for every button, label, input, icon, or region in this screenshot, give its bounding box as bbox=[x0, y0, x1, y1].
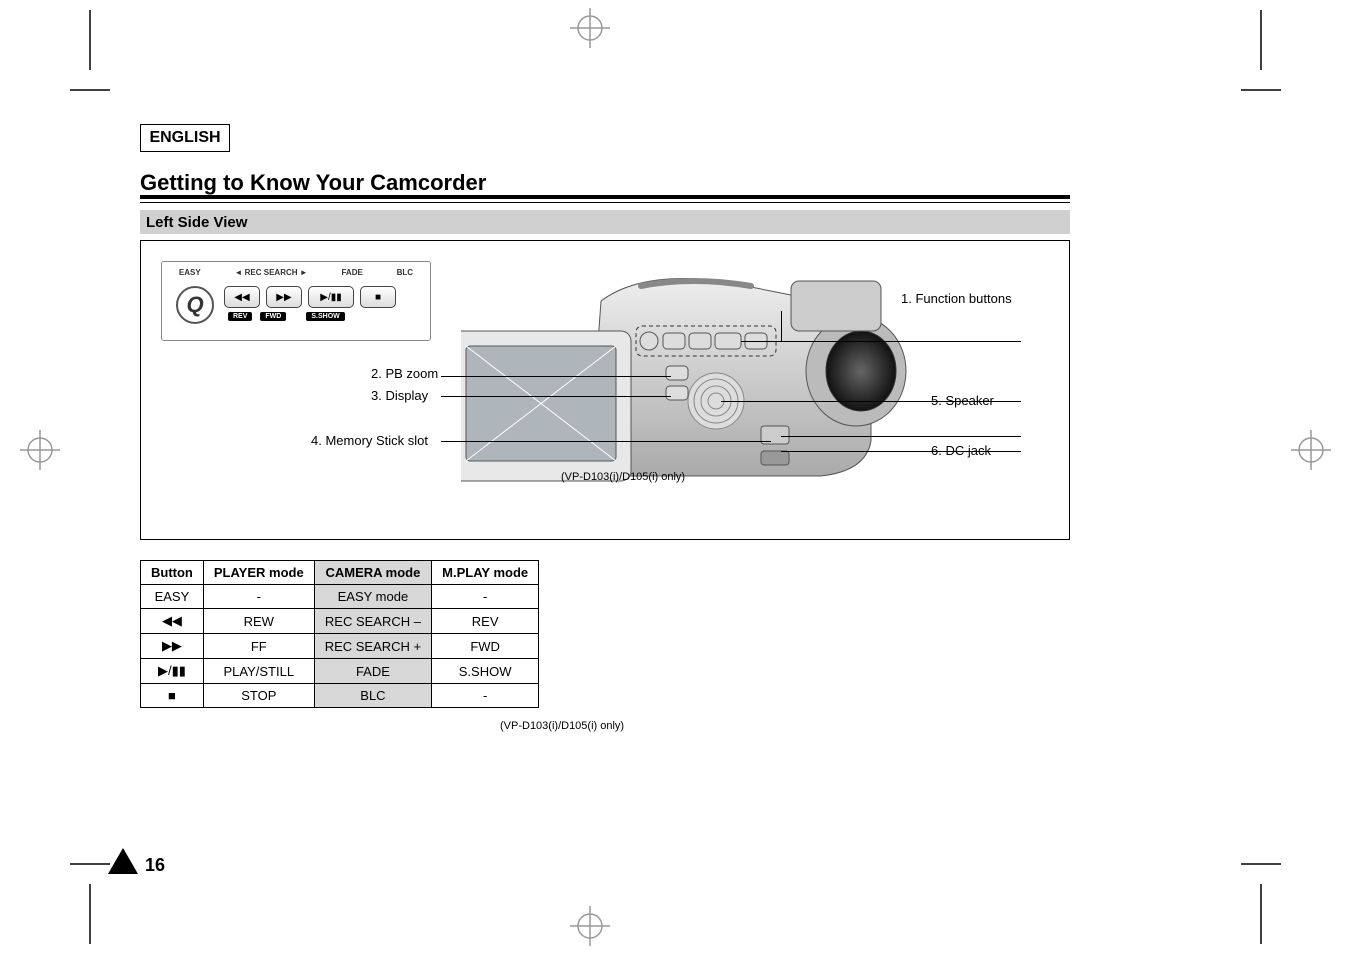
callout-4: 4. Memory Stick slot bbox=[311, 433, 428, 448]
cell: S.SHOW bbox=[432, 659, 539, 684]
label-easy: EASY bbox=[179, 268, 201, 277]
callout-line bbox=[741, 341, 1021, 342]
ff-button-icon: ▶▶ bbox=[266, 286, 302, 308]
stop-button-icon: ■ bbox=[360, 286, 396, 308]
cell-easy: EASY bbox=[141, 585, 204, 609]
registration-mark-top bbox=[570, 8, 610, 48]
callout-line bbox=[441, 396, 671, 397]
crop-mark-tl bbox=[70, 10, 110, 100]
button-panel-inset: EASY ◄ REC SEARCH ► FADE BLC Q ◀◀ ▶▶ ▶/▮… bbox=[161, 261, 431, 341]
section-title: Getting to Know Your Camcorder bbox=[140, 170, 486, 196]
th-mplay: M.PLAY mode bbox=[432, 561, 539, 585]
play-icon: ▶/▮▮ bbox=[141, 659, 204, 684]
cell: BLC bbox=[314, 684, 431, 708]
diagram-box: EASY ◄ REC SEARCH ► FADE BLC Q ◀◀ ▶▶ ▶/▮… bbox=[140, 240, 1070, 540]
cell: FF bbox=[203, 634, 314, 659]
cell: - bbox=[432, 585, 539, 609]
cell: REW bbox=[203, 609, 314, 634]
label-blc: BLC bbox=[397, 268, 413, 277]
callout-line bbox=[781, 311, 782, 341]
cell: FWD bbox=[432, 634, 539, 659]
callout-line bbox=[781, 436, 1021, 437]
label-rev: REV bbox=[228, 312, 252, 321]
callout-6: 6. DC jack bbox=[931, 443, 991, 458]
rule-thin bbox=[140, 202, 1070, 203]
label-recsearch: ◄ REC SEARCH ► bbox=[234, 268, 307, 277]
registration-mark-right bbox=[1291, 430, 1331, 470]
cell: - bbox=[203, 585, 314, 609]
crop-mark-br bbox=[1241, 854, 1281, 944]
language-badge: ENGLISH bbox=[140, 124, 230, 152]
th-camera: CAMERA mode bbox=[314, 561, 431, 585]
cell: REC SEARCH + bbox=[314, 634, 431, 659]
callout-line bbox=[441, 376, 671, 377]
crop-mark-bl bbox=[70, 854, 110, 944]
callout-3: 3. Display bbox=[371, 388, 428, 403]
stop-icon: ■ bbox=[141, 684, 204, 708]
th-button: Button bbox=[141, 561, 204, 585]
registration-mark-bottom bbox=[570, 906, 610, 946]
cell: - bbox=[432, 684, 539, 708]
label-fade: FADE bbox=[341, 268, 362, 277]
callout-1: 1. Function buttons bbox=[901, 291, 1012, 306]
subsection-bar: Left Side View bbox=[140, 210, 1070, 234]
page-number: 16 bbox=[145, 855, 165, 876]
page-triangle-icon bbox=[108, 848, 138, 874]
function-table: Button PLAYER mode CAMERA mode M.PLAY mo… bbox=[140, 560, 539, 708]
play-button-icon: ▶/▮▮ bbox=[308, 286, 354, 308]
callout-2: 2. PB zoom bbox=[371, 366, 438, 381]
rew-icon: ◀◀ bbox=[141, 609, 204, 634]
rule-thick bbox=[140, 195, 1070, 199]
callout-5: 5. Speaker bbox=[931, 393, 994, 408]
rew-button-icon: ◀◀ bbox=[224, 286, 260, 308]
cell: REC SEARCH – bbox=[314, 609, 431, 634]
callout-line bbox=[441, 441, 771, 442]
crop-mark-tr bbox=[1241, 10, 1281, 100]
table-footnote: (VP-D103(i)/D105(i) only) bbox=[500, 720, 624, 732]
label-sshow: S.SHOW bbox=[306, 312, 344, 321]
callout-7a: (VP-D103(i)/D105(i) only) bbox=[561, 471, 685, 483]
cell: REV bbox=[432, 609, 539, 634]
cell: EASY mode bbox=[314, 585, 431, 609]
ff-icon: ▶▶ bbox=[141, 634, 204, 659]
registration-mark-left bbox=[20, 430, 60, 470]
cell: STOP bbox=[203, 684, 314, 708]
label-fwd: FWD bbox=[260, 312, 286, 321]
th-player: PLAYER mode bbox=[203, 561, 314, 585]
easy-q-button: Q bbox=[176, 286, 214, 324]
cell: FADE bbox=[314, 659, 431, 684]
cell: PLAY/STILL bbox=[203, 659, 314, 684]
camcorder-illustration bbox=[461, 251, 921, 531]
